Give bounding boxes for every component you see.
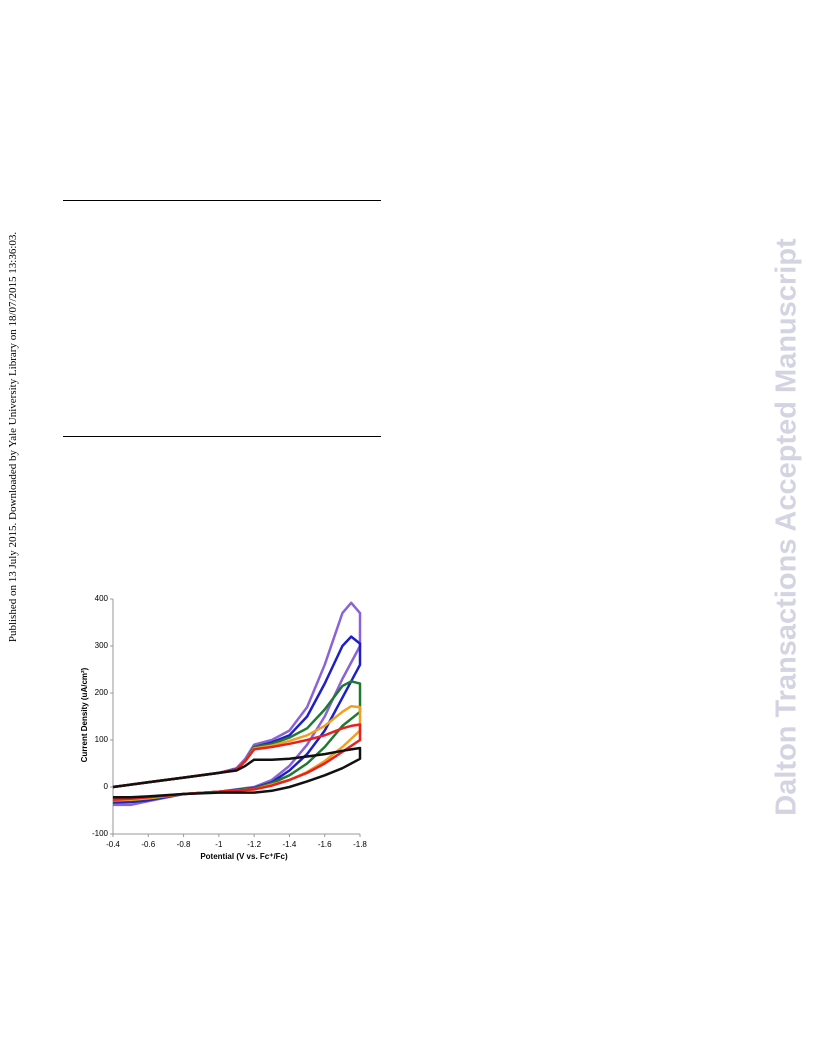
y-tick-label: 200	[95, 688, 109, 697]
x-axis-label: Potential (V vs. Fc⁺/Fc)	[200, 852, 288, 861]
x-tick-label: -0.6	[141, 840, 155, 849]
y-tick-label: -100	[92, 829, 109, 838]
x-tick-label: -1.8	[353, 840, 367, 849]
y-tick-label: 0	[104, 782, 109, 791]
x-tick-label: -1.6	[318, 840, 332, 849]
x-tick-label: -1.4	[283, 840, 297, 849]
x-tick-label: -1.2	[247, 840, 261, 849]
rule	[63, 200, 381, 201]
y-axis-label: Current Density (uA/cm²)	[80, 667, 89, 762]
y-tick-label: 100	[95, 735, 109, 744]
y-tick-label: 300	[95, 641, 109, 650]
x-tick-label: -0.8	[177, 840, 191, 849]
series-line	[112, 723, 362, 801]
y-tick-label: 400	[95, 594, 109, 603]
x-tick-label: -0.4	[106, 840, 120, 849]
rule	[63, 436, 381, 437]
x-tick-label: -1	[215, 840, 223, 849]
series-line	[112, 746, 362, 799]
